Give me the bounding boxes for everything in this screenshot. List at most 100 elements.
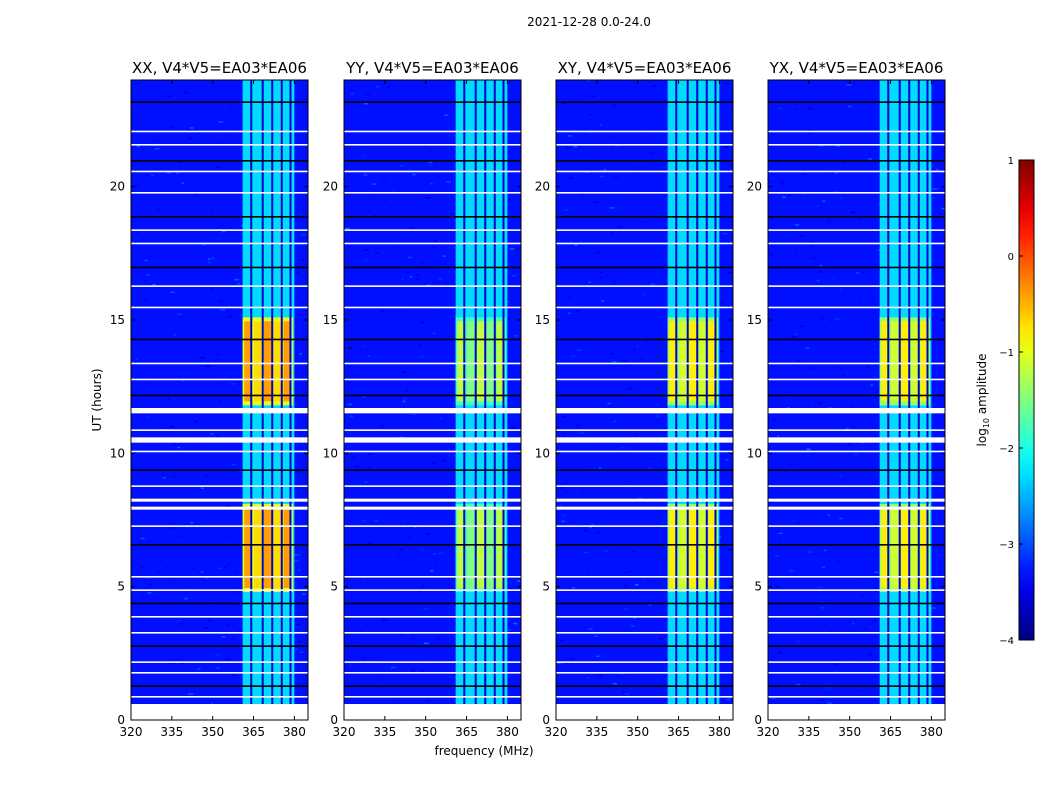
noise-speck	[850, 211, 856, 214]
bright-subband	[891, 321, 899, 402]
bright-subband	[273, 508, 282, 588]
blank-interval	[344, 408, 521, 414]
noise-speck	[664, 659, 667, 661]
noise-speck	[134, 82, 138, 85]
noise-speck	[612, 420, 617, 423]
noise-speck	[432, 246, 437, 249]
noise-speck	[418, 590, 421, 593]
noise-speck	[624, 571, 629, 574]
noise-speck	[778, 538, 781, 540]
x-tick-label: 350	[414, 725, 437, 739]
noise-speck	[648, 531, 651, 533]
noise-speck	[347, 347, 352, 349]
noise-speck	[650, 283, 656, 286]
y-tick-label: 5	[542, 580, 550, 594]
noise-speck	[936, 571, 941, 574]
band-gap-line	[926, 80, 929, 720]
noise-speck	[832, 663, 838, 665]
time-gap-line	[768, 101, 945, 103]
noise-speck	[225, 505, 230, 507]
noise-speck	[861, 271, 865, 273]
y-tick-label: 15	[323, 313, 338, 327]
heatmap-image	[556, 80, 733, 720]
noise-speck	[584, 529, 589, 532]
noise-speck	[306, 276, 308, 278]
noise-speck	[859, 218, 862, 220]
time-gap-line	[131, 602, 308, 605]
noise-speck	[389, 206, 393, 208]
x-tick-label: 365	[667, 725, 690, 739]
noise-speck	[427, 700, 431, 703]
noise-speck	[593, 177, 597, 179]
noise-speck	[810, 405, 814, 407]
time-gap-line	[344, 469, 521, 471]
noise-speck	[219, 143, 223, 145]
time-gap-line	[556, 632, 733, 634]
noise-speck	[429, 164, 433, 167]
time-gap-line	[556, 130, 733, 133]
bright-subband	[708, 508, 717, 588]
noise-speck	[403, 398, 407, 400]
noise-speck	[307, 97, 308, 100]
blank-interval	[556, 408, 733, 414]
noise-speck	[586, 677, 590, 679]
noise-speck	[935, 168, 939, 171]
noise-speck	[219, 377, 224, 380]
noise-speck	[218, 121, 224, 123]
time-gap-line	[768, 130, 945, 133]
noise-speck	[294, 554, 300, 556]
noise-speck	[226, 623, 230, 626]
noise-speck	[932, 481, 938, 484]
colorbar-bar	[1018, 159, 1035, 641]
noise-speck	[932, 197, 938, 199]
noise-speck	[641, 293, 645, 296]
noise-speck	[652, 85, 658, 87]
noise-speck	[805, 346, 810, 349]
noise-speck	[177, 313, 182, 316]
time-gap-line	[768, 525, 945, 527]
noise-speck	[238, 630, 243, 632]
noise-speck	[720, 302, 724, 305]
noise-speck	[299, 259, 304, 261]
noise-speck	[140, 537, 145, 540]
noise-speck	[154, 140, 160, 142]
time-gap-line	[344, 285, 521, 287]
noise-speck	[443, 267, 448, 270]
noise-speck	[363, 174, 368, 176]
noise-speck	[781, 183, 786, 185]
noise-speck	[376, 679, 379, 681]
noise-speck	[370, 578, 374, 580]
noise-speck	[432, 462, 435, 464]
noise-speck	[367, 192, 371, 195]
noise-speck	[345, 646, 350, 649]
noise-speck	[374, 656, 378, 659]
time-gap-line	[344, 170, 521, 173]
heatmap-image	[344, 80, 521, 720]
noise-speck	[358, 656, 363, 659]
bright-subband	[881, 508, 889, 588]
noise-speck	[568, 177, 573, 179]
y-axis-label: UT (hours)	[90, 368, 104, 431]
noise-speck	[412, 357, 417, 360]
time-gap-line	[131, 616, 308, 618]
band-gap-line	[705, 80, 708, 720]
noise-speck	[194, 193, 198, 196]
noise-speck	[354, 374, 357, 377]
noise-speck	[197, 668, 201, 670]
bright-subband	[900, 508, 909, 588]
noise-speck	[728, 548, 733, 550]
noise-speck	[180, 662, 185, 665]
noise-speck	[936, 412, 941, 415]
noise-speck	[508, 199, 512, 201]
noise-speck	[388, 353, 392, 355]
noise-speck	[862, 583, 866, 585]
noise-speck	[451, 321, 455, 323]
noise-speck	[201, 243, 207, 246]
noise-speck	[205, 474, 210, 477]
y-tick-label: 20	[323, 180, 338, 194]
blank-interval	[344, 498, 521, 502]
time-gap-line	[556, 394, 733, 397]
noise-speck	[643, 221, 648, 223]
time-gap-line	[768, 672, 945, 674]
